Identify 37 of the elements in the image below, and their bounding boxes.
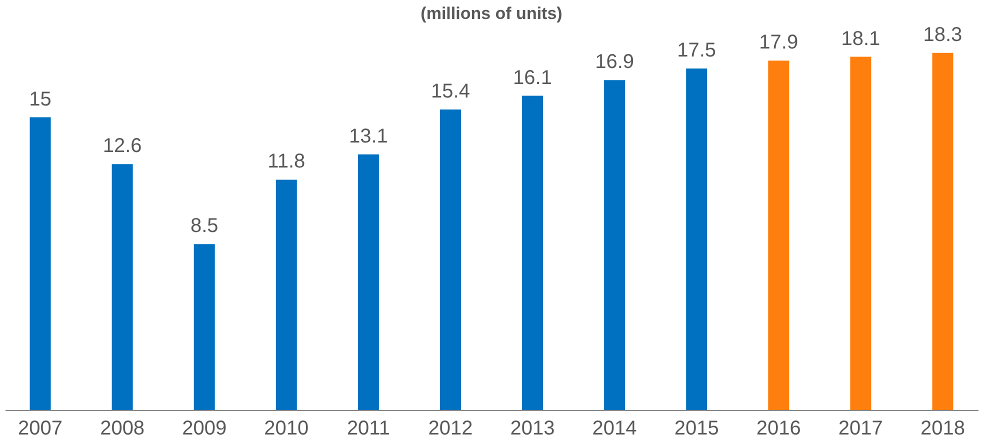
- x-tick-label: 2014: [592, 418, 637, 440]
- data-label: 16.1: [513, 66, 552, 89]
- data-label: 15: [29, 88, 52, 110]
- bar: [686, 68, 708, 410]
- bar: [932, 52, 954, 410]
- x-tick-label: 2017: [838, 418, 883, 440]
- data-label: 8.5: [190, 215, 218, 238]
- bar: [112, 164, 133, 410]
- x-tick-label: 2010: [264, 418, 309, 440]
- data-label: 16.9: [595, 51, 634, 74]
- bar: [768, 60, 790, 410]
- data-label: 17.5: [677, 39, 716, 62]
- data-label: 18.1: [841, 28, 880, 50]
- data-label: 13.1: [348, 125, 388, 148]
- x-tick-label: 2016: [756, 418, 801, 440]
- x-tick-label: 2018: [920, 418, 965, 440]
- x-tick-label: 2015: [674, 418, 719, 440]
- bar: [522, 96, 544, 410]
- bar: [358, 154, 379, 410]
- data-label: 15.4: [431, 80, 470, 102]
- bar: [440, 109, 461, 410]
- x-tick-label: 2008: [100, 418, 145, 440]
- x-tick-label: 2012: [428, 418, 473, 440]
- bar: [850, 56, 872, 410]
- x-tick-label: 2007: [18, 418, 63, 440]
- data-label: 11.8: [268, 150, 306, 173]
- bar: [604, 80, 626, 410]
- data-label: 17.9: [759, 32, 798, 54]
- x-tick-label: 2013: [510, 418, 555, 440]
- bar: [30, 117, 51, 410]
- data-label: 12.6: [102, 135, 142, 158]
- x-tick-label: 2009: [182, 418, 227, 440]
- chart-title: (millions of units): [420, 4, 562, 23]
- bar: [194, 244, 215, 410]
- x-tick-label: 2011: [346, 418, 390, 440]
- data-label: 18.3: [923, 24, 962, 46]
- bar: [276, 180, 297, 410]
